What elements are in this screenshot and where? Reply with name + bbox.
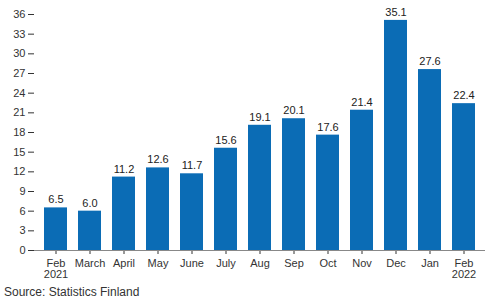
svg-text:March: March [75, 257, 106, 269]
svg-text:24: 24 [13, 87, 25, 99]
svg-text:35.1: 35.1 [385, 6, 406, 18]
svg-text:11.2: 11.2 [114, 163, 135, 175]
svg-text:Aug: Aug [250, 257, 270, 269]
svg-text:June: June [180, 257, 204, 269]
svg-text:6.0: 6.0 [82, 197, 97, 209]
svg-text:12.6: 12.6 [147, 153, 168, 165]
svg-text:18: 18 [13, 126, 25, 138]
svg-text:21: 21 [13, 106, 25, 118]
svg-text:Feb2022: Feb2022 [452, 257, 476, 280]
svg-text:May: May [148, 257, 169, 269]
html-text:Source: Statistics Finland: Source: Statistics Finland [4, 285, 140, 299]
svg-text:0: 0 [19, 244, 25, 256]
svg-text:19.1: 19.1 [249, 111, 270, 123]
svg-text:Feb2021: Feb2021 [44, 257, 68, 280]
svg-text:Sep: Sep [284, 257, 304, 269]
svg-text:July: July [216, 257, 236, 269]
svg-text:33: 33 [13, 28, 25, 40]
svg-text:12: 12 [13, 165, 25, 177]
svg-text:9: 9 [19, 185, 25, 197]
svg-text:April: April [113, 257, 135, 269]
svg-text:30: 30 [13, 47, 25, 59]
svg-text:Nov: Nov [352, 257, 372, 269]
svg-text:36: 36 [13, 8, 25, 20]
svg-text:Jan: Jan [421, 257, 439, 269]
svg-text:6: 6 [19, 205, 25, 217]
svg-text:27: 27 [13, 67, 25, 79]
svg-text:21.4: 21.4 [351, 96, 372, 108]
svg-text:Dec: Dec [386, 257, 406, 269]
svg-text:22.4: 22.4 [453, 89, 474, 101]
svg-text:27.6: 27.6 [419, 55, 440, 67]
svg-text:15.6: 15.6 [215, 134, 236, 146]
svg-text:6.5: 6.5 [48, 193, 63, 205]
svg-text:17.6: 17.6 [317, 121, 338, 133]
svg-text:Oct: Oct [319, 257, 336, 269]
svg-text:11.7: 11.7 [182, 159, 203, 171]
svg-text:20.1: 20.1 [283, 104, 304, 116]
svg-text:3: 3 [19, 224, 25, 236]
svg-text:15: 15 [13, 146, 25, 158]
